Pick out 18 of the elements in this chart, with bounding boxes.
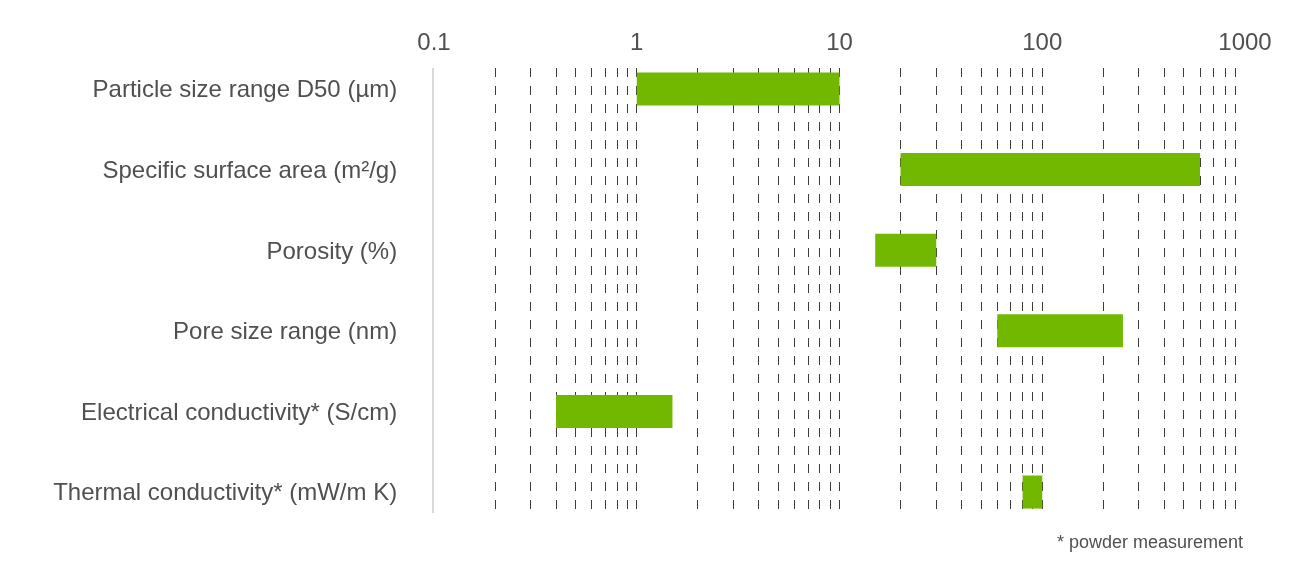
x-tick-label: 100 <box>1022 28 1063 56</box>
y-tick-label: Thermal conductivity* (mW/m K) <box>53 478 398 506</box>
bar <box>1022 475 1043 509</box>
x-tick-label: 1000 <box>1218 28 1272 56</box>
y-tick-label: Specific surface area (m²/g) <box>102 155 398 183</box>
y-tick-label: Porosity (%) <box>266 236 398 264</box>
x-tick-label: 1 <box>630 28 644 56</box>
y-tick-label: Pore size range (nm) <box>173 317 398 345</box>
y-tick-label: Particle size range D50 (µm) <box>92 75 398 103</box>
bar <box>900 153 1201 187</box>
text: * powder measurement <box>1057 532 1244 552</box>
x-tick-label: 10 <box>826 28 853 56</box>
bar <box>556 394 673 428</box>
x-tick-label: 0.1 <box>417 28 451 56</box>
bar <box>997 314 1123 348</box>
y-tick-label: Electrical conductivity* (S/cm) <box>81 397 398 425</box>
bar <box>636 72 840 106</box>
bar <box>875 233 937 267</box>
